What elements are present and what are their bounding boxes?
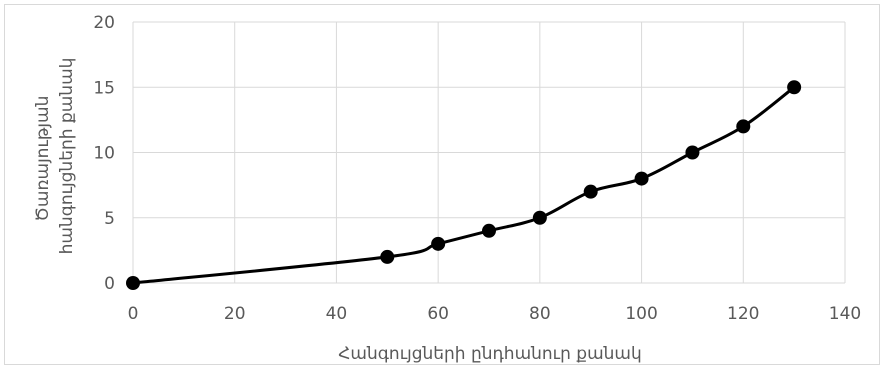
- chart-frame: [4, 4, 880, 365]
- x-tick-label: 60: [427, 304, 449, 324]
- x-tick-label: 140: [829, 304, 861, 324]
- data-point: [482, 223, 496, 238]
- data-point: [431, 236, 446, 251]
- x-tick-labels: 0 20 40 60 80 100 120 140: [128, 304, 862, 324]
- x-tick-label: 40: [326, 304, 348, 324]
- data-point: [787, 80, 802, 95]
- y-axis-title: Ծառայության հանգույցների քանակ: [33, 58, 77, 255]
- x-tick-label: 100: [625, 304, 657, 324]
- y-axis-title-line-1: Ծառայության: [33, 96, 53, 222]
- y-tick-label: 5: [104, 209, 115, 229]
- data-points: [126, 80, 802, 290]
- data-point: [583, 184, 598, 199]
- y-tick-label: 20: [93, 13, 115, 33]
- data-point: [736, 119, 751, 134]
- y-tick-labels: 0 5 10 15 20: [93, 13, 115, 294]
- series-line: [131, 85, 796, 285]
- y-tick-label: 15: [93, 78, 115, 98]
- y-axis-title-line-2: հանգույցների քանակ: [57, 58, 77, 255]
- x-tick-label: 0: [128, 304, 139, 324]
- x-tick-label: 80: [529, 304, 551, 324]
- data-point: [380, 249, 395, 264]
- data-point: [126, 276, 140, 290]
- y-tick-label: 10: [93, 144, 115, 164]
- gridlines: [132, 21, 846, 284]
- x-tick-label: 120: [727, 304, 759, 324]
- x-tick-label: 20: [224, 304, 246, 324]
- data-point: [532, 210, 547, 225]
- data-point: [634, 171, 649, 186]
- data-point: [685, 145, 700, 160]
- x-axis-title: Հանգույցների ընդհանուր քանակ: [338, 344, 642, 364]
- y-tick-label: 0: [104, 274, 115, 294]
